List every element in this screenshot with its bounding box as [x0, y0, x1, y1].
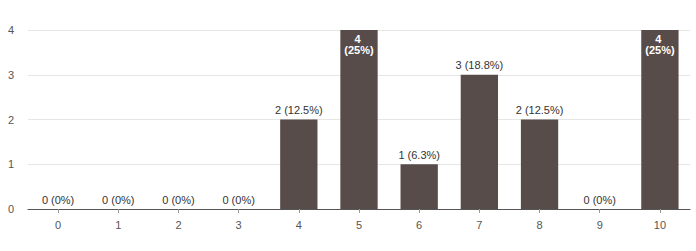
svg-text:1: 1 [115, 219, 121, 231]
svg-text:0 (0%): 0 (0%) [222, 194, 254, 206]
svg-text:5: 5 [356, 219, 362, 231]
svg-text:0: 0 [55, 219, 61, 231]
svg-text:0: 0 [8, 203, 14, 215]
svg-text:1 (6.3%): 1 (6.3%) [398, 149, 440, 161]
svg-text:2: 2 [8, 114, 14, 126]
svg-text:0 (0%): 0 (0%) [42, 194, 74, 206]
svg-text:9: 9 [597, 219, 603, 231]
svg-text:8: 8 [536, 219, 542, 231]
svg-text:1: 1 [8, 158, 14, 170]
svg-text:3: 3 [236, 219, 242, 231]
svg-text:0 (0%): 0 (0%) [102, 194, 134, 206]
svg-text:7: 7 [476, 219, 482, 231]
svg-text:4: 4 [655, 32, 665, 45]
svg-text:2 (12.5%): 2 (12.5%) [516, 104, 564, 116]
svg-text:4: 4 [354, 32, 364, 45]
svg-text:10: 10 [654, 219, 666, 231]
svg-text:3: 3 [8, 69, 14, 81]
svg-text:0 (0%): 0 (0%) [584, 194, 616, 206]
svg-text:3 (18.8%): 3 (18.8%) [456, 59, 504, 71]
svg-text:6: 6 [416, 219, 422, 231]
svg-text:4: 4 [8, 24, 14, 36]
svg-text:0 (0%): 0 (0%) [162, 194, 194, 206]
svg-text:(25%): (25%) [645, 44, 675, 56]
svg-text:2: 2 [175, 219, 181, 231]
svg-text:4: 4 [296, 219, 302, 231]
svg-text:(25%): (25%) [344, 44, 374, 56]
svg-text:2 (12.5%): 2 (12.5%) [275, 104, 323, 116]
